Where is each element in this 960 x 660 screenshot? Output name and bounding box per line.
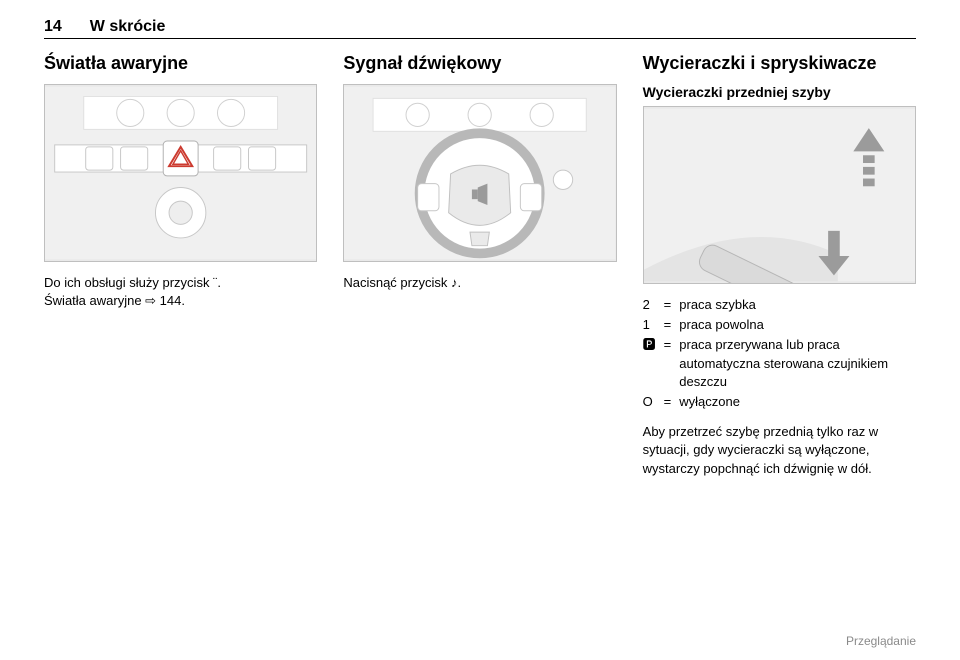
page-number: 14 (44, 18, 62, 36)
column-3: Wycieraczki i spryskiwacze Wycieraczki p… (643, 53, 916, 478)
def-key: 2 (643, 296, 664, 316)
table-row: 1 = praca powolna (643, 316, 916, 336)
col2-text: Nacisnąć przycisk ♪. (343, 274, 616, 292)
page-header: 14 W skrócie (44, 18, 916, 39)
figure-horn (343, 84, 616, 262)
def-val: wyłączone (679, 393, 916, 413)
col1-line2: Światła awaryjne ⇨ 144. (44, 293, 185, 308)
col3-subtitle: Wycieraczki przedniej szyby (643, 84, 916, 100)
figure-wiper-stalk (643, 106, 916, 284)
def-key: 🅿 (643, 336, 664, 393)
table-row: 2 = praca szybka (643, 296, 916, 316)
col3-tail: Aby przetrzeć szybę przednią tylko raz w… (643, 423, 916, 478)
def-val: praca przerywana lub praca automatyczna … (679, 336, 916, 393)
table-row: 🅿 = praca przerywana lub praca automatyc… (643, 336, 916, 393)
def-eq: = (664, 296, 680, 316)
def-eq: = (664, 336, 680, 393)
col2-title: Sygnał dźwiękowy (343, 53, 616, 74)
def-key: 1 (643, 316, 664, 336)
definitions-table: 2 = praca szybka 1 = praca powolna 🅿 = p… (643, 296, 916, 413)
col1-line1: Do ich obsługi służy przycisk ¨. (44, 275, 221, 290)
def-val: praca powolna (679, 316, 916, 336)
col1-title: Światła awaryjne (44, 53, 317, 74)
def-eq: = (664, 316, 680, 336)
table-row: O = wyłączone (643, 393, 916, 413)
column-2: Sygnał dźwiękowy (343, 53, 616, 478)
def-val: praca szybka (679, 296, 916, 316)
section-title: W skrócie (90, 18, 166, 36)
column-1: Światła awaryjne (44, 53, 317, 478)
col3-title: Wycieraczki i spryskiwacze (643, 53, 916, 74)
def-eq: = (664, 393, 680, 413)
footer-label: Przeglądanie (846, 634, 916, 648)
col1-text: Do ich obsługi służy przycisk ¨. Światła… (44, 274, 317, 310)
figure-hazard-lights (44, 84, 317, 262)
def-key: O (643, 393, 664, 413)
